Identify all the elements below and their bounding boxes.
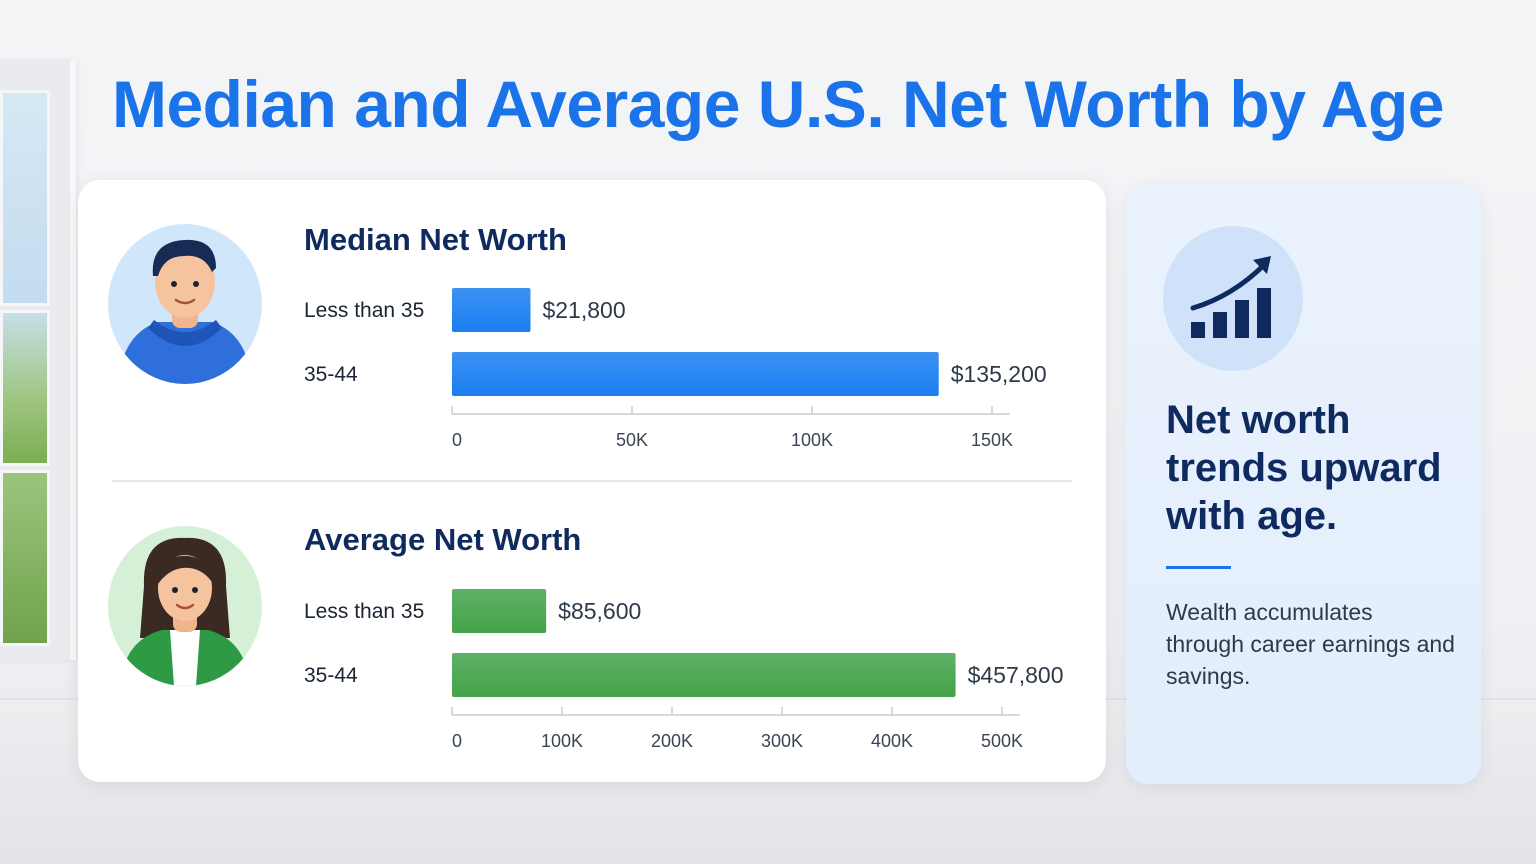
average-net-worth-chart: 0 100K 200K 300K 400K 500K Less than 35 $85,600… [304, 589, 1064, 751]
bar-value-label: $457,800 [968, 662, 1064, 688]
x-tick-label: 100K [791, 430, 833, 450]
insight-body: Wealth accumulates through career earnin… [1166, 599, 1455, 689]
x-tick-label: 300K [761, 731, 803, 751]
category-label: 35-44 [304, 363, 358, 386]
bar-value-label: $21,800 [542, 297, 625, 323]
accent-rule [1166, 566, 1231, 569]
x-tick-label: 200K [651, 731, 693, 751]
background-window [0, 60, 76, 660]
bar-value-label: $135,200 [951, 361, 1047, 387]
average-chart-title: Average Net Worth [304, 522, 582, 557]
x-tick-label: 50K [616, 430, 648, 450]
panel-divider [112, 480, 1072, 482]
window-pane [0, 470, 50, 646]
young-man-hoodie-icon [108, 224, 262, 384]
window-pane [0, 90, 50, 306]
bar-value-label: $85,600 [558, 598, 641, 624]
x-tick-label: 0 [452, 731, 462, 751]
bar [452, 352, 939, 396]
trend-icon-badge [1163, 226, 1303, 371]
x-tick-label: 150K [971, 430, 1013, 450]
category-label: Less than 35 [304, 600, 424, 623]
window-pane [0, 310, 50, 466]
bar [452, 288, 531, 332]
bar-chart-trend-icon [1190, 256, 1271, 338]
insight-headline: Net worth trends upward with age. [1166, 398, 1442, 538]
woman-blazer-icon [108, 526, 262, 686]
page-title: Median and Average U.S. Net Worth by Age [112, 67, 1445, 141]
x-tick-label: 500K [981, 731, 1023, 751]
x-tick-label: 0 [452, 430, 462, 450]
bar [452, 653, 956, 697]
bar [452, 589, 547, 633]
median-net-worth-chart: 0 50K 100K 150K Less than 35 $21,800 35-44 $135… [304, 288, 1047, 450]
median-chart-title: Median Net Worth [304, 222, 567, 257]
x-tick-label: 400K [871, 731, 913, 751]
x-tick-label: 100K [541, 731, 583, 751]
category-label: 35-44 [304, 664, 358, 687]
category-label: Less than 35 [304, 299, 424, 322]
